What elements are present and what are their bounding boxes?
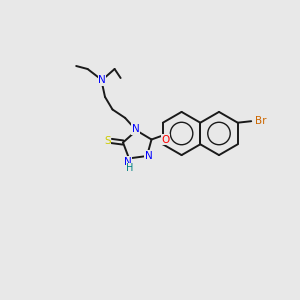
Text: N: N [132,124,140,134]
Text: H: H [126,163,134,173]
Text: N: N [145,151,152,161]
Text: Br: Br [255,116,266,126]
Text: O: O [161,135,170,145]
Text: N: N [124,157,131,167]
Text: S: S [104,136,111,146]
Text: N: N [98,75,106,85]
